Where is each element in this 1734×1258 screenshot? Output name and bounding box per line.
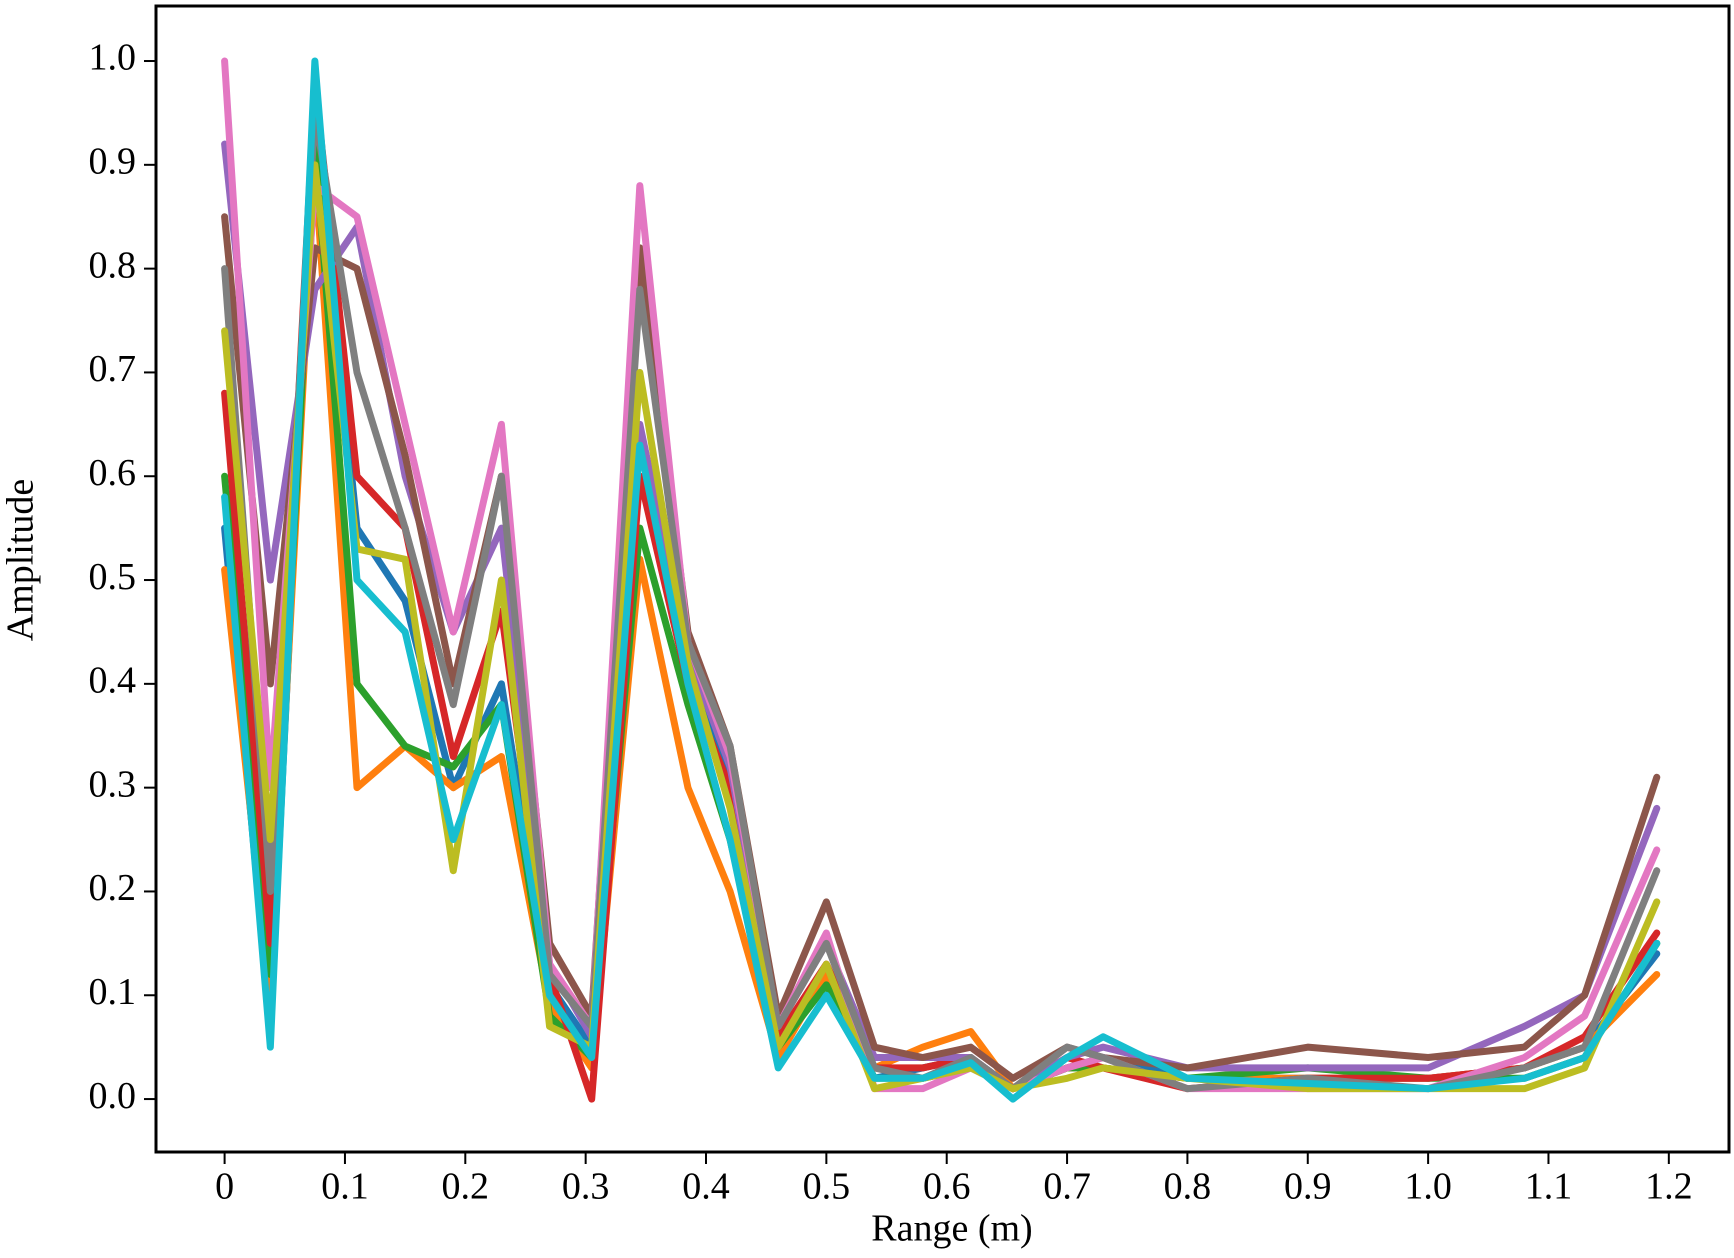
y-axis-label: Amplitude bbox=[0, 479, 42, 642]
data-line bbox=[221, 57, 1661, 1103]
x-axis-label: Range (m) bbox=[871, 1208, 1032, 1250]
x-tick-label: 0.2 bbox=[442, 1166, 490, 1208]
y-tick-label: 0.9 bbox=[89, 141, 137, 183]
plot-frame bbox=[154, 4, 1731, 1154]
x-tick-label: 1.0 bbox=[1404, 1166, 1452, 1208]
data-line bbox=[221, 213, 1661, 1082]
y-tick-label: 0.1 bbox=[89, 971, 137, 1013]
x-tick-label: 0 bbox=[215, 1166, 234, 1208]
y-tick-label: 0.5 bbox=[89, 556, 137, 598]
x-tick-label: 1.1 bbox=[1525, 1166, 1573, 1208]
y-tick-label: 0.7 bbox=[89, 348, 137, 390]
y-tick-label: 0.0 bbox=[89, 1075, 137, 1117]
x-tick-label: 1.2 bbox=[1645, 1166, 1693, 1208]
y-tick-label: 0.2 bbox=[89, 867, 137, 909]
data-line bbox=[221, 161, 1661, 1093]
x-tick-label: 0.1 bbox=[321, 1166, 369, 1208]
y-tick-label: 1.0 bbox=[89, 37, 137, 79]
x-tick-label: 0.5 bbox=[803, 1166, 851, 1208]
data-line bbox=[221, 109, 1661, 1093]
y-tick-label: 0.8 bbox=[89, 244, 137, 286]
x-tick-label: 0.8 bbox=[1164, 1166, 1212, 1208]
y-tick-label: 0.4 bbox=[89, 660, 137, 702]
data-line bbox=[221, 109, 1661, 1093]
x-tick-label: 0.6 bbox=[923, 1166, 971, 1208]
x-tick-label: 0.3 bbox=[562, 1166, 610, 1208]
x-tick-label: 0.4 bbox=[682, 1166, 730, 1208]
x-tick-label: 0.7 bbox=[1043, 1166, 1091, 1208]
data-line bbox=[221, 57, 1661, 1093]
x-tick-label: 0.9 bbox=[1284, 1166, 1332, 1208]
y-tick-label: 0.3 bbox=[89, 763, 137, 805]
y-tick-label: 0.6 bbox=[89, 452, 137, 494]
